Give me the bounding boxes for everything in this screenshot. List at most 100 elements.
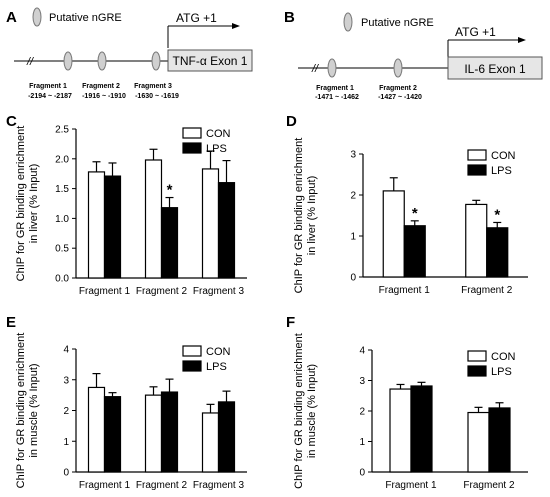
panel-letter-b: B xyxy=(284,9,295,26)
y-axis-label: ChIP for GR binding enrichmentin muscle … xyxy=(293,333,318,489)
panel-b: B Putative nGRE // ATG +1 IL-6 Exon 1 Fr… xyxy=(284,9,543,101)
x-tick-label: Fragment 1 xyxy=(385,480,437,491)
y-tick-label: 2.0 xyxy=(55,154,69,165)
atg-label: ATG +1 xyxy=(455,25,496,39)
y-tick-label: 1 xyxy=(63,437,69,448)
ngre-legend-marker xyxy=(32,7,42,27)
y-tick-label: 1 xyxy=(350,232,356,243)
y-tick-label: 3 xyxy=(63,375,69,386)
exon-label: TNF-α Exon 1 xyxy=(173,54,248,68)
panel-a: A Putative nGRE // ATG +1 TNF-α Exon 1 F… xyxy=(6,7,253,100)
ngre-site xyxy=(327,58,337,78)
y-tick-label: 0.5 xyxy=(55,244,69,255)
bar-lps xyxy=(160,391,179,473)
fragment-range: -1630 ~ -1619 xyxy=(135,93,179,100)
legend-label: CON xyxy=(491,150,516,162)
panel-letter-d: D xyxy=(286,113,297,130)
significance-star: * xyxy=(412,205,418,222)
bar-lps xyxy=(410,385,433,473)
fragment-name: Fragment 2 xyxy=(82,83,120,90)
legend-swatch-con xyxy=(182,127,202,139)
legend-label: LPS xyxy=(206,361,227,373)
ngre-site xyxy=(151,51,161,71)
y-tick-label: 0 xyxy=(350,273,356,284)
legend-label: LPS xyxy=(206,143,227,155)
bar-lps xyxy=(488,407,511,473)
bar-lps xyxy=(403,225,426,278)
x-tick-label: Fragment 1 xyxy=(79,286,131,297)
legend-label: LPS xyxy=(491,366,512,378)
ngre-label: Putative nGRE xyxy=(49,12,122,24)
bar-con xyxy=(144,159,163,279)
y-tick-label: 2 xyxy=(350,191,356,202)
legend-swatch-lps xyxy=(182,142,202,154)
panel-letter-f: F xyxy=(286,314,295,331)
chart-panel-f: F 0 1 2 3 4 ChIP for GR binding enrichmentin m… xyxy=(286,314,528,491)
x-tick-label: Fragment 1 xyxy=(79,480,131,491)
bar-con xyxy=(389,388,412,473)
bar-con xyxy=(201,168,220,279)
bar-lps xyxy=(486,227,509,278)
x-tick-label: Fragment 3 xyxy=(193,480,245,491)
legend-swatch-lps xyxy=(467,164,487,176)
axis-break-icon: // xyxy=(311,63,319,75)
bar-lps xyxy=(160,207,179,279)
legend-swatch-con xyxy=(467,350,487,362)
bar-lps xyxy=(217,182,236,279)
fragment-name: Fragment 3 xyxy=(134,83,172,90)
legend-label: CON xyxy=(206,346,231,358)
chart-panel-d: D 0 1 2 3 ChIP for GR binding enrichmentin li… xyxy=(286,113,528,296)
bar-lps xyxy=(217,401,236,473)
x-tick-label: Fragment 2 xyxy=(136,286,188,297)
bar-con xyxy=(87,171,106,279)
fragment-range: -1427 ~ -1420 xyxy=(378,94,422,101)
panel-letter-c: C xyxy=(6,113,17,130)
x-tick-label: Fragment 2 xyxy=(463,480,515,491)
y-tick-label: 1.5 xyxy=(55,184,69,195)
legend-swatch-con xyxy=(467,149,487,161)
chart-panel-c: C 0.0 0.5 1.0 1.5 2.0 2.5 ChIP for GR binding e… xyxy=(6,113,247,297)
x-tick-label: Fragment 3 xyxy=(193,286,245,297)
y-axis-label: ChIP for GR binding enrichmentin muscle … xyxy=(15,333,40,489)
ngre-label: Putative nGRE xyxy=(361,17,434,29)
y-tick-label: 1.0 xyxy=(55,214,69,225)
fragment-range: -1916 ~ -1910 xyxy=(82,93,126,100)
y-tick-label: 4 xyxy=(359,346,365,357)
fragment-name: Fragment 1 xyxy=(316,85,354,92)
legend-label: CON xyxy=(206,128,231,140)
significance-star: * xyxy=(494,206,500,223)
x-tick-label: Fragment 2 xyxy=(136,480,188,491)
axis-break-icon: // xyxy=(26,56,34,68)
y-tick-label: 3 xyxy=(359,376,365,387)
exon-label: IL-6 Exon 1 xyxy=(464,62,526,76)
fragment-name: Fragment 2 xyxy=(379,85,417,92)
legend-label: LPS xyxy=(491,165,512,177)
y-tick-label: 0 xyxy=(63,468,69,479)
fragment-range: -2194 ~ -2187 xyxy=(28,93,72,100)
fragment-name: Fragment 1 xyxy=(29,83,67,90)
bar-con xyxy=(87,386,106,473)
y-axis-label: ChIP for GR binding enrichmentin liver (… xyxy=(293,138,318,294)
y-tick-label: 0 xyxy=(359,468,365,479)
panel-letter-a: A xyxy=(6,9,17,26)
panel-letter-e: E xyxy=(6,314,16,331)
bar-lps xyxy=(103,396,122,473)
atg-arrowhead-icon xyxy=(232,23,240,29)
bar-con xyxy=(144,394,163,473)
y-tick-label: 2 xyxy=(63,406,69,417)
exon-box xyxy=(447,56,543,80)
legend-swatch-con xyxy=(182,345,202,357)
significance-star: * xyxy=(167,182,173,199)
y-tick-label: 3 xyxy=(350,150,356,161)
bar-lps xyxy=(103,175,122,279)
bar-con xyxy=(382,190,405,278)
fragment-range: -1471 ~ -1462 xyxy=(315,94,359,101)
exon-box xyxy=(167,49,253,72)
y-tick-label: 1 xyxy=(359,437,365,448)
chart-panel-e: E 0 1 2 3 4 ChIP for GR binding enrichmentin m… xyxy=(6,314,247,491)
bar-con xyxy=(467,411,490,473)
ngre-legend-marker xyxy=(343,12,353,32)
x-tick-label: Fragment 2 xyxy=(461,285,513,296)
atg-arrowhead-icon xyxy=(518,37,526,43)
